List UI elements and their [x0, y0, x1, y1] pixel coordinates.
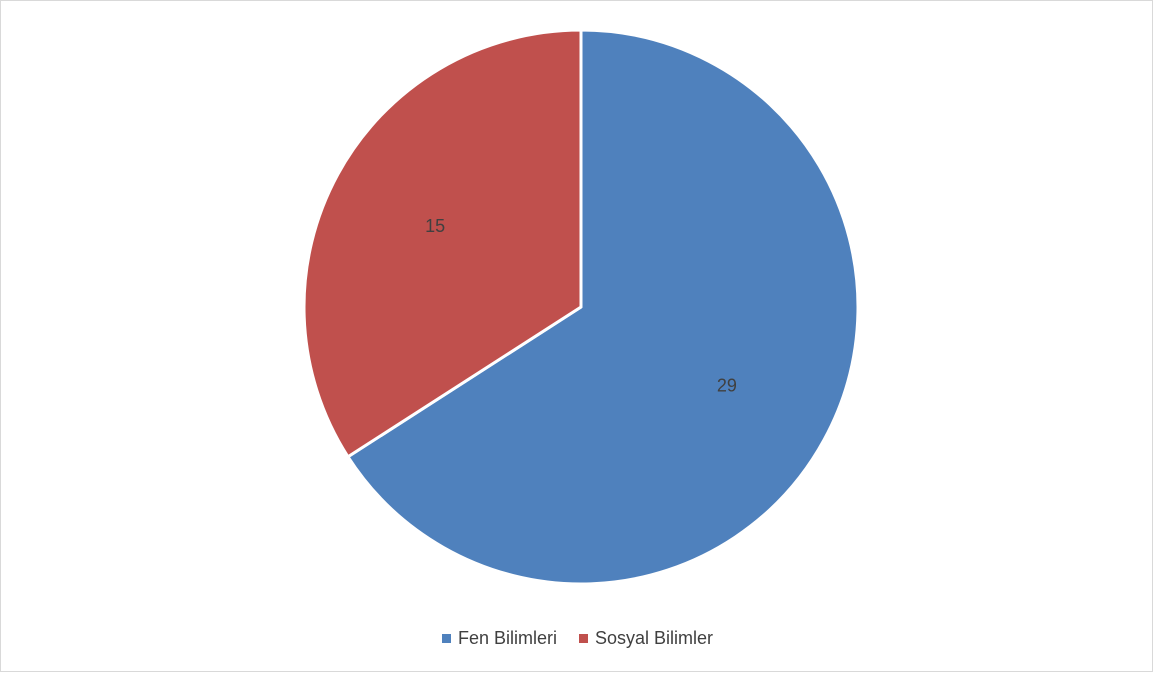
legend-swatch-sosyal-bilimler — [579, 633, 588, 643]
legend-label-sosyal-bilimler: Sosyal Bilimler — [595, 627, 714, 648]
legend-label-fen-bilimleri: Fen Bilimleri — [457, 627, 557, 648]
legend: Fen Bilimleri Sosyal Bilimler — [1, 623, 1153, 653]
data-label-sosyal-bilimler: 15 — [425, 216, 445, 236]
pie-slice-fen-bilimleri — [346, 28, 860, 586]
data-label-fen-bilimleri: 29 — [717, 375, 737, 395]
legend-entry-fen-bilimleri: Fen Bilimleri — [441, 627, 557, 649]
pie-slice-sosyal-bilimler — [302, 28, 583, 459]
legend-entry-sosyal-bilimler: Sosyal Bilimler — [579, 628, 713, 649]
legend-swatch-fen-bilimleri — [441, 633, 451, 643]
